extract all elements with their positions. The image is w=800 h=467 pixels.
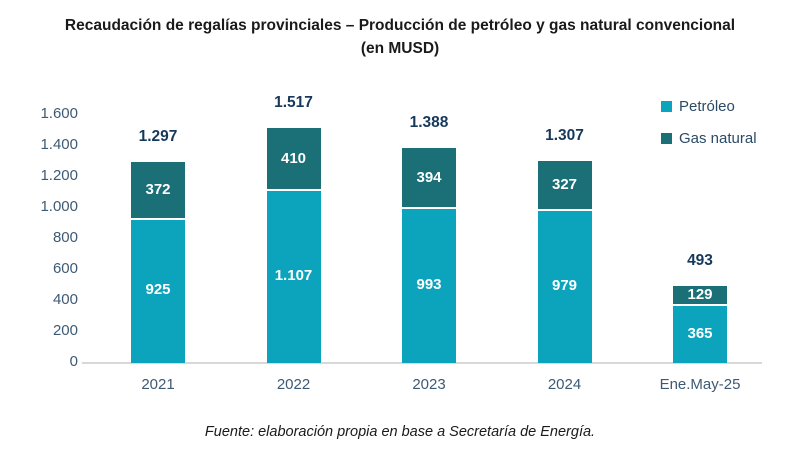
bar-segment-petroleo — [673, 306, 727, 363]
chart-title-line2: (en MUSD) — [360, 40, 440, 57]
bar-value-label-petroleo: 365 — [687, 324, 713, 342]
bar-segment-gas-natural — [402, 148, 456, 210]
bar-segment-petroleo — [537, 211, 592, 363]
bar-total-label: 1.297 — [138, 127, 178, 145]
legend: Petróleo Gas natural — [661, 98, 757, 162]
x-axis-category-label: 2024 — [547, 376, 582, 393]
bar-value-label-petroleo: 979 — [551, 277, 578, 295]
legend-item-label: Petróleo — [679, 98, 735, 115]
bar-value-label-gas-natural: 129 — [687, 286, 713, 304]
bar-value-label-petroleo: 1.107 — [274, 267, 313, 285]
bar-value-label-petroleo: 993 — [416, 276, 442, 294]
x-axis-category-label: 2022 — [276, 376, 311, 393]
legend-item-label: Gas natural — [679, 130, 757, 147]
bar-value-label-gas-natural: 372 — [145, 180, 171, 198]
bar-value-label-petroleo: 925 — [145, 281, 171, 299]
bar-value-label-gas-natural: 327 — [551, 175, 578, 193]
bar-value-label-gas-natural: 394 — [416, 168, 442, 186]
bar-total-label: 1.307 — [545, 126, 584, 144]
bar-value-label-gas-natural: 410 — [280, 149, 307, 167]
bar-segment-petroleo — [266, 191, 321, 363]
bar-segment-gas-natural — [266, 127, 321, 192]
legend-color-swatch — [661, 101, 672, 112]
legend-item-petroleo: Petróleo — [661, 98, 757, 115]
y-axis-tick-label: 200 — [52, 322, 78, 339]
source-note: Fuente: elaboración propia en base a Sec… — [204, 424, 596, 440]
y-axis-tick-label: 800 — [52, 229, 78, 246]
bar-segment-gas-natural — [673, 286, 727, 307]
y-axis-tick-label: 400 — [52, 291, 78, 308]
bar-total-label: 493 — [687, 252, 713, 270]
bar-segment-gas-natural — [131, 161, 185, 220]
bar-segment-petroleo — [402, 209, 456, 363]
y-axis-tick-label: 1.400 — [40, 136, 78, 153]
x-axis-category-label: 2021 — [141, 376, 175, 393]
legend-color-swatch — [661, 133, 672, 144]
y-axis-tick-label: 0 — [69, 353, 78, 370]
chart-title: Recaudación de regalías provinciales – P… — [0, 14, 800, 60]
x-axis-line — [82, 362, 762, 364]
y-axis-tick-label: 1.000 — [40, 198, 78, 215]
y-axis-tick-label: 600 — [52, 260, 78, 277]
bar-segment-petroleo — [131, 219, 185, 363]
legend-item-gas-natural: Gas natural — [661, 130, 757, 147]
bar-segment-gas-natural — [537, 160, 592, 212]
x-axis-category-label: 2023 — [412, 376, 446, 393]
x-axis-category-label: Ene.May-25 — [659, 376, 741, 393]
y-axis-tick-label: 1.200 — [40, 167, 78, 184]
y-axis-tick-label: 1.600 — [40, 105, 78, 122]
chart-title-line1: Recaudación de regalías provinciales – P… — [64, 17, 736, 34]
bar-total-label: 1.517 — [274, 93, 313, 111]
bar-total-label: 1.388 — [409, 114, 449, 131]
